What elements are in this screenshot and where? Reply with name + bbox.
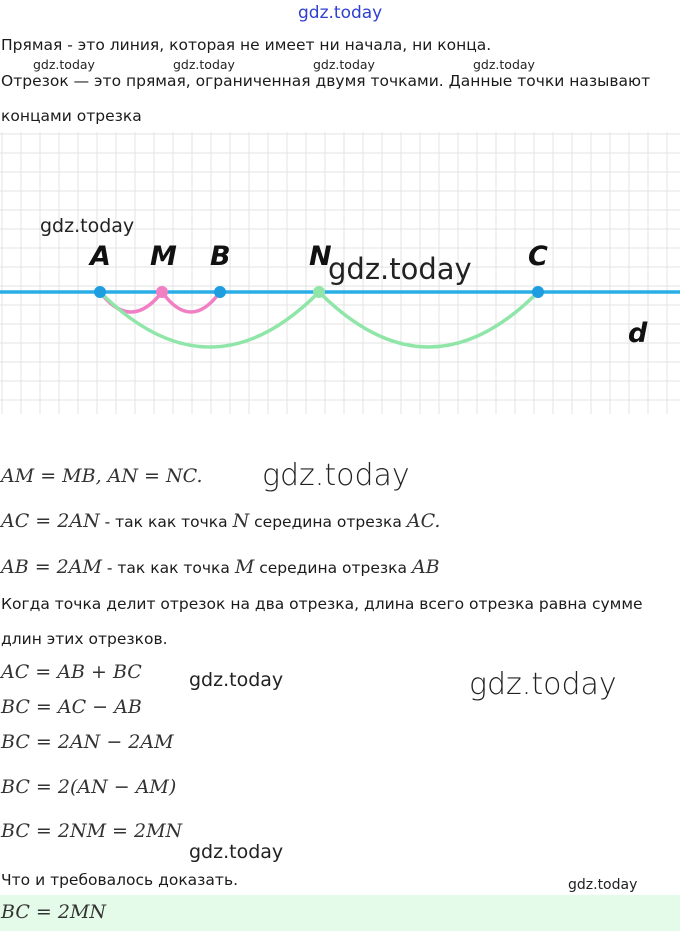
rule-line1: Когда точка делит отрезок на два отрезка… <box>1 595 643 613</box>
point-c <box>532 286 544 298</box>
segment-figure: A M B N C d gdz.today gdz.today <box>0 132 680 414</box>
label-m: M <box>150 241 177 272</box>
equation-5: BC = AC − AB <box>1 696 142 718</box>
header-watermark: gdz.today <box>298 3 383 23</box>
watermark: gdz.today <box>262 458 410 493</box>
definition-line: Прямая - это линия, которая не имеет ни … <box>1 36 492 54</box>
watermark: gdz.today <box>189 841 284 863</box>
label-d: d <box>628 318 648 349</box>
point-b <box>214 286 226 298</box>
label-a: A <box>88 241 111 272</box>
equation-6: BC = 2AN − 2AM <box>1 731 174 753</box>
result-highlight <box>0 895 680 931</box>
result-equation: BC = 2MN <box>1 901 107 923</box>
watermark: gdz.today <box>173 57 235 72</box>
arc-mb <box>160 290 222 314</box>
conclusion: Что и требовалось доказать. <box>1 871 239 889</box>
arc-an <box>98 290 321 349</box>
point-n <box>313 286 325 298</box>
equation-4: AC = AB + BC <box>1 661 142 683</box>
arc-nc <box>317 290 540 349</box>
point-a <box>94 286 106 298</box>
watermark: gdz.today <box>469 667 617 702</box>
rule-line2: длин этих отрезков. <box>1 630 168 648</box>
watermark: gdz.today <box>568 877 638 893</box>
definition-segment-line1: Отрезок — это прямая, ограниченная двумя… <box>1 72 651 90</box>
watermark: gdz.today <box>33 57 95 72</box>
point-m <box>156 286 168 298</box>
equation-7: BC = 2(AN − AM) <box>1 776 177 798</box>
watermark: gdz.today <box>473 57 535 72</box>
watermark: gdz.today <box>40 215 134 237</box>
label-b: B <box>210 241 231 272</box>
equation-8: BC = 2NM = 2MN <box>1 820 183 842</box>
definition-segment-line2: концами отрезка <box>1 107 142 125</box>
equation-1: AM = MB, AN = NC. <box>1 465 203 487</box>
equation-3: AB = 2AM - так как точка M середина отре… <box>1 556 440 578</box>
label-c: C <box>528 241 548 272</box>
watermark: gdz.today <box>189 669 284 691</box>
watermark: gdz.today <box>313 57 375 72</box>
grid-lines <box>0 132 680 414</box>
equation-2: AC = 2AN - так как точка N середина отре… <box>1 510 441 532</box>
watermark: gdz.today <box>328 252 472 286</box>
label-n: N <box>309 241 332 272</box>
